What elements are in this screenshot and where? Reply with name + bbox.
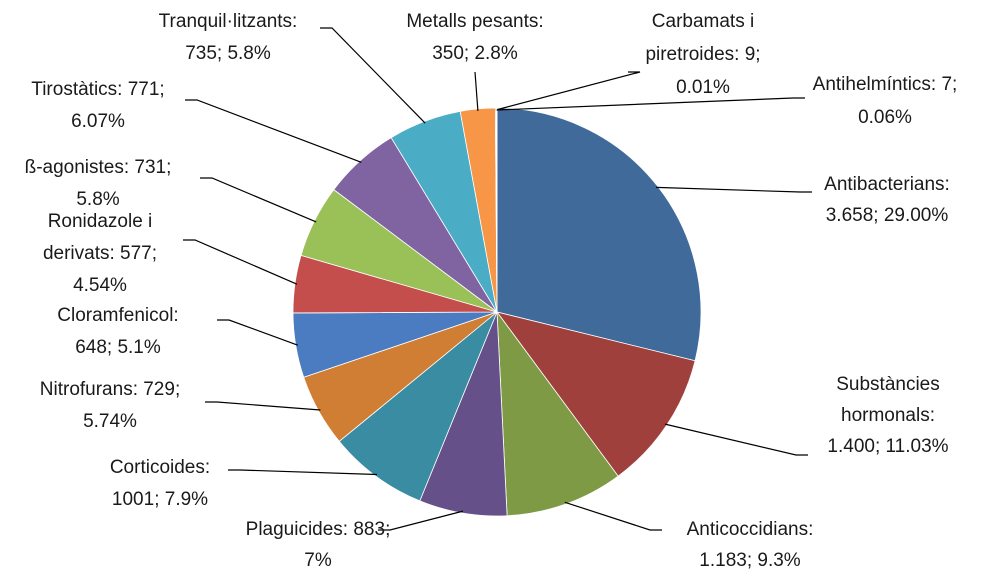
data-label: Carbamats i [652,11,754,32]
data-label: Antihelmíntics: 7; [813,74,958,95]
leader-line [564,501,662,531]
leader-line [664,423,808,456]
leader-line [496,97,805,111]
leader-line [205,401,321,411]
data-label: Substàncies [836,374,940,395]
data-label: ß-agonistes: 731; [25,157,172,178]
data-label: 5.8% [76,189,119,210]
data-label: Cloramfenicol: [57,305,178,326]
leader-line [495,71,641,111]
data-label: Anticoccidians: [687,519,814,540]
data-label: 1.400; 11.03% [827,436,948,457]
data-label: derivats: 577; [43,243,157,264]
data-label: 350; 2.8% [432,43,518,64]
data-label: piretroides: 9; [645,44,760,65]
leader-line [474,71,479,111]
data-label: 0.01% [676,77,730,98]
data-label: Ronidazole i [48,211,153,232]
data-label: 5.74% [83,411,137,432]
data-label: Nitrofurans: 729; [40,379,180,400]
data-label: 7% [304,550,332,571]
data-label: 3.658; 29.00% [826,205,949,226]
leader-line [378,510,464,531]
data-label: 735; 5.8% [185,43,271,64]
data-label: hormonals: [841,405,935,426]
pie-slice [496,107,702,362]
data-label: 1001; 7.9% [112,489,208,510]
leader-line [200,177,317,223]
data-label: 4.54% [73,275,127,296]
leader-line [217,319,298,346]
data-label: Plaguicides: 883; [246,519,391,540]
data-label: Corticoides: [110,457,210,478]
pie-slice [496,310,619,517]
leader-line [183,239,298,285]
data-label: 0.06% [858,107,912,128]
leader-line [655,186,812,193]
pie-slice [495,107,498,313]
pie-slice [338,311,498,502]
data-label: 648; 5.1% [75,337,161,358]
data-label: 6.07% [71,111,125,132]
leader-line [228,469,378,476]
data-label: Tirostàtics: 771; [31,79,164,100]
leader-line [185,99,362,163]
leader-line [320,27,426,124]
data-label: Metalls pesants: [406,11,543,32]
data-label: Antibacterians: [824,174,950,195]
data-label: Tranquil·litzants: [159,11,298,32]
data-label: 1.183; 9.3% [699,550,801,571]
pie-slice [496,311,696,477]
